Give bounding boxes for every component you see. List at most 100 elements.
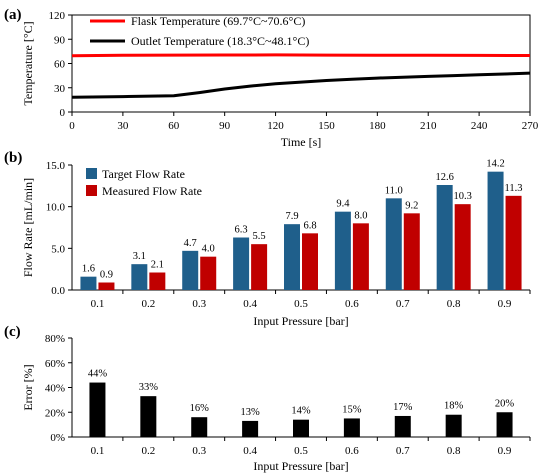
data-label-c: 33% <box>139 382 159 393</box>
data-label-c: 15% <box>342 404 362 415</box>
x-tick-label-c: 0.4 <box>243 445 257 457</box>
x-tick-label-a: 90 <box>219 120 231 132</box>
data-label-b: 9.4 <box>336 199 350 210</box>
bar-target-flow-rate <box>436 185 453 290</box>
x-axis-title-c: Input Pressure [bar] <box>253 459 348 473</box>
x-tick-label-b: 0.4 <box>243 298 257 310</box>
x-tick-label-b: 0.6 <box>345 298 359 310</box>
data-label-c: 18% <box>444 401 464 412</box>
bar-measured-flow-rate <box>200 256 217 290</box>
x-tick-label-a: 180 <box>369 120 386 132</box>
bar-target-flow-rate <box>284 224 300 290</box>
bar-target-flow-rate <box>80 276 97 290</box>
bar-measured-flow-rate <box>302 233 318 290</box>
data-label-b: 3.1 <box>133 251 146 262</box>
y-axis-title-a: Temperature [°C] <box>21 21 35 105</box>
y-tick-label-b: 10.0 <box>46 202 66 214</box>
panel-label-b: (b) <box>4 150 22 166</box>
data-label-c: 20% <box>495 398 515 409</box>
bar-measured-flow-rate <box>251 244 268 290</box>
data-label-b: 7.9 <box>285 211 298 222</box>
x-tick-label-b: 0.9 <box>498 298 512 310</box>
data-label-b: 6.3 <box>235 225 248 236</box>
bar-error <box>191 417 208 437</box>
bar-measured-flow-rate <box>454 204 471 290</box>
legend-label-a: Flask Temperature (69.7°C~70.6°C) <box>131 14 305 28</box>
y-tick-label-c: 40% <box>45 383 65 395</box>
y-tick-label-a: 90 <box>54 34 66 46</box>
bar-error <box>89 382 106 437</box>
x-tick-label-b: 0.1 <box>91 298 105 310</box>
data-label-b: 14.2 <box>486 159 504 170</box>
y-tick-label-a: 60 <box>54 59 66 71</box>
data-label-b: 5.5 <box>253 231 266 242</box>
x-tick-label-c: 0.2 <box>141 445 155 457</box>
data-label-c: 17% <box>393 402 413 413</box>
series-line-outlet-temperature <box>71 71 531 99</box>
x-tick-label-c: 0.6 <box>345 445 359 457</box>
bar-error <box>140 396 157 437</box>
bar-measured-flow-rate <box>98 282 115 290</box>
x-tick-label-b: 0.3 <box>192 298 206 310</box>
x-tick-label-c: 0.9 <box>498 445 512 457</box>
x-tick-label-a: 240 <box>471 120 488 132</box>
y-tick-label-c: 20% <box>45 407 65 419</box>
x-tick-label-b: 0.2 <box>141 298 155 310</box>
data-label-b: 8.0 <box>354 210 367 221</box>
data-label-b: 10.3 <box>453 191 471 202</box>
bar-error <box>394 415 411 437</box>
bar-error <box>496 412 513 437</box>
x-tick-label-a: 270 <box>522 120 539 132</box>
bar-error <box>293 419 309 437</box>
data-label-b: 12.6 <box>435 172 453 183</box>
y-tick-label-b: 5.0 <box>51 243 65 255</box>
legend-swatch-b <box>86 168 97 179</box>
y-tick-label-b: 0.0 <box>51 285 65 297</box>
y-tick-label-b: 15.0 <box>46 160 66 172</box>
x-tick-label-c: 0.8 <box>447 445 461 457</box>
x-tick-label-a: 120 <box>267 120 284 132</box>
series-line-flask-temperature <box>71 53 531 58</box>
data-label-b: 4.7 <box>184 238 197 249</box>
y-tick-label-c: 60% <box>45 358 65 370</box>
y-tick-label-a: 30 <box>54 83 66 95</box>
bar-measured-flow-rate <box>149 272 166 290</box>
data-label-b: 1.6 <box>82 264 95 275</box>
x-tick-label-a: 60 <box>168 120 180 132</box>
legend-swatch-b <box>86 185 97 196</box>
bar-target-flow-rate <box>487 171 504 290</box>
data-label-b: 2.1 <box>151 260 164 271</box>
x-tick-label-b: 0.8 <box>447 298 461 310</box>
data-label-b: 6.8 <box>303 220 316 231</box>
data-label-b: 0.9 <box>100 270 113 281</box>
bar-measured-flow-rate <box>352 223 369 290</box>
legend-label-b: Measured Flow Rate <box>102 184 202 198</box>
x-tick-label-a: 150 <box>318 120 335 132</box>
bar-target-flow-rate <box>131 264 148 290</box>
y-tick-label-a: 120 <box>49 10 66 22</box>
legend-label-a: Outlet Temperature (18.3°C~48.1°C) <box>131 34 309 48</box>
bar-error <box>242 420 259 437</box>
data-label-c: 44% <box>88 369 108 380</box>
data-label-b: 9.2 <box>405 200 418 211</box>
x-axis-title-a: Time [s] <box>281 135 322 149</box>
legend-label-b: Target Flow Rate <box>102 167 185 181</box>
data-label-c: 13% <box>240 407 260 418</box>
y-tick-label-c: 80% <box>45 333 65 345</box>
x-tick-label-c: 0.7 <box>396 445 410 457</box>
x-tick-label-a: 30 <box>117 120 129 132</box>
x-axis-title-b: Input Pressure [bar] <box>253 314 348 328</box>
x-tick-label-a: 0 <box>69 120 75 132</box>
x-tick-label-b: 0.7 <box>396 298 410 310</box>
y-tick-label-c: 0% <box>50 432 65 444</box>
bar-target-flow-rate <box>385 198 402 290</box>
data-label-c: 16% <box>190 403 210 414</box>
data-label-b: 4.0 <box>202 244 215 255</box>
bar-target-flow-rate <box>334 211 351 290</box>
x-tick-label-a: 210 <box>420 120 437 132</box>
panel-label-a: (a) <box>4 7 22 23</box>
panel-label-c: (c) <box>4 324 21 340</box>
data-label-c: 14% <box>291 406 311 417</box>
x-tick-label-c: 0.5 <box>294 445 308 457</box>
